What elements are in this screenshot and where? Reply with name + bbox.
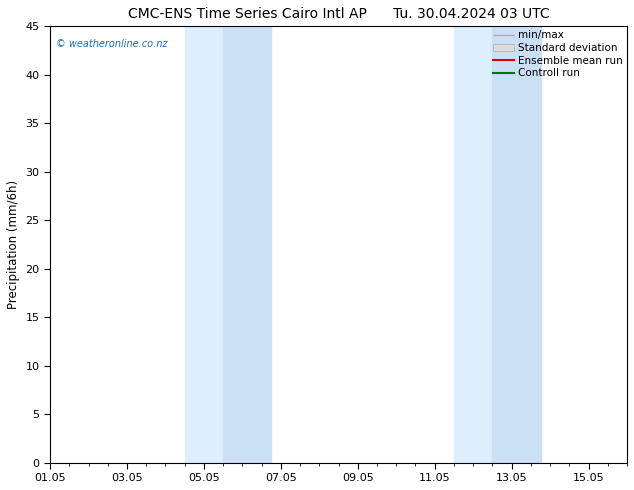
Bar bbox=[454, 26, 493, 463]
Text: © weatheronline.co.nz: © weatheronline.co.nz bbox=[56, 39, 167, 49]
Bar bbox=[493, 26, 541, 463]
Y-axis label: Precipitation (mm/6h): Precipitation (mm/6h) bbox=[7, 180, 20, 309]
Bar bbox=[184, 26, 223, 463]
Title: CMC-ENS Time Series Cairo Intl AP      Tu. 30.04.2024 03 UTC: CMC-ENS Time Series Cairo Intl AP Tu. 30… bbox=[127, 7, 550, 21]
Legend: min/max, Standard deviation, Ensemble mean run, Controll run: min/max, Standard deviation, Ensemble me… bbox=[490, 27, 626, 81]
Bar bbox=[223, 26, 271, 463]
